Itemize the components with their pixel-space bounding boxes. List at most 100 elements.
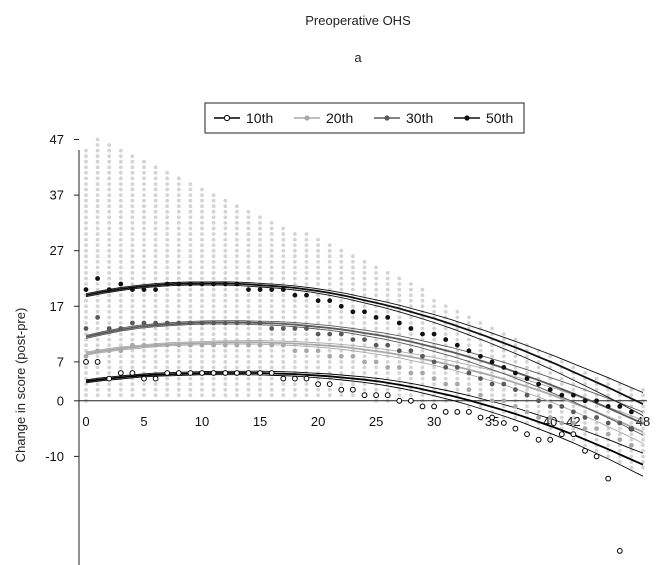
- background-point: [107, 354, 112, 359]
- background-point: [153, 254, 158, 259]
- background-point: [165, 348, 170, 353]
- series-point: [292, 326, 298, 331]
- background-point: [84, 237, 88, 242]
- background-point: [327, 348, 332, 353]
- background-point: [235, 309, 239, 314]
- series-point: [524, 392, 530, 398]
- background-point: [118, 321, 123, 325]
- background-point: [107, 170, 112, 175]
- background-point: [409, 321, 413, 325]
- background-point: [432, 371, 436, 375]
- background-point: [200, 287, 204, 292]
- background-point: [84, 154, 88, 159]
- background-point: [176, 382, 181, 386]
- y-axis-label: Change in score (post-pre): [13, 308, 28, 463]
- background-point: [95, 221, 100, 225]
- background-point: [629, 432, 634, 437]
- background-point: [258, 326, 262, 331]
- background-point: [269, 232, 274, 236]
- background-point: [200, 193, 204, 198]
- background-point: [107, 254, 112, 259]
- background-point: [130, 309, 135, 314]
- background-point: [118, 343, 123, 348]
- background-point: [617, 426, 622, 431]
- background-point: [246, 382, 251, 386]
- background-point: [165, 248, 170, 253]
- background-point: [327, 309, 332, 314]
- series-point: [315, 298, 321, 304]
- series-point: [442, 409, 449, 415]
- background-point: [281, 293, 286, 298]
- y-tick-label: 47: [50, 132, 64, 147]
- series-point: [130, 287, 135, 292]
- background-point: [130, 221, 135, 225]
- background-point: [153, 226, 158, 231]
- background-point: [467, 382, 471, 386]
- series-point: [350, 386, 356, 393]
- series-point: [443, 337, 449, 342]
- background-point: [374, 282, 378, 286]
- background-point: [478, 321, 483, 325]
- background-point: [107, 337, 112, 342]
- background-point: [142, 215, 146, 220]
- series-point: [582, 415, 588, 420]
- background-point: [188, 259, 193, 264]
- background-point: [385, 298, 390, 303]
- background-point: [165, 232, 170, 236]
- background-point: [107, 237, 112, 242]
- background-point: [293, 309, 297, 314]
- series-point: [362, 359, 367, 365]
- series-point: [269, 326, 275, 331]
- series-point: [489, 398, 495, 404]
- background-point: [84, 321, 88, 325]
- background-point: [200, 204, 204, 209]
- background-point: [374, 293, 378, 298]
- series-point: [478, 392, 483, 398]
- background-point: [339, 321, 344, 325]
- background-point: [409, 287, 413, 292]
- background-point: [107, 309, 112, 314]
- background-point: [200, 337, 204, 342]
- background-point: [385, 326, 390, 331]
- background-point: [583, 371, 587, 375]
- series-point: [431, 376, 437, 381]
- background-point: [84, 248, 88, 253]
- series-point: [431, 331, 437, 337]
- background-point: [606, 443, 611, 448]
- background-point: [362, 276, 367, 281]
- background-point: [235, 271, 239, 275]
- series-point: [524, 431, 530, 438]
- series-point: [83, 359, 89, 365]
- background-point: [293, 393, 297, 398]
- background-point: [304, 360, 309, 364]
- background-point: [84, 382, 88, 386]
- background-point: [118, 154, 123, 159]
- background-point: [95, 187, 100, 192]
- series-point: [420, 331, 425, 337]
- background-point: [165, 221, 170, 225]
- background-point: [304, 354, 309, 359]
- series-point: [234, 370, 240, 376]
- background-point: [95, 204, 100, 209]
- background-point: [258, 259, 262, 264]
- background-point: [316, 237, 320, 242]
- background-point: [165, 393, 170, 398]
- series-point: [454, 409, 461, 415]
- background-point: [188, 248, 193, 253]
- background-point: [176, 209, 181, 214]
- background-point: [118, 254, 123, 259]
- background-point: [362, 287, 367, 292]
- background-point: [211, 360, 216, 364]
- background-point: [200, 248, 204, 253]
- background-point: [327, 276, 332, 281]
- series-point: [384, 392, 391, 399]
- background-point: [118, 337, 123, 342]
- background-point: [95, 182, 100, 186]
- background-point: [269, 248, 274, 253]
- background-point: [200, 304, 204, 309]
- background-point: [107, 154, 112, 159]
- background-point: [153, 265, 158, 270]
- background-point: [107, 159, 112, 164]
- background-point: [153, 209, 158, 214]
